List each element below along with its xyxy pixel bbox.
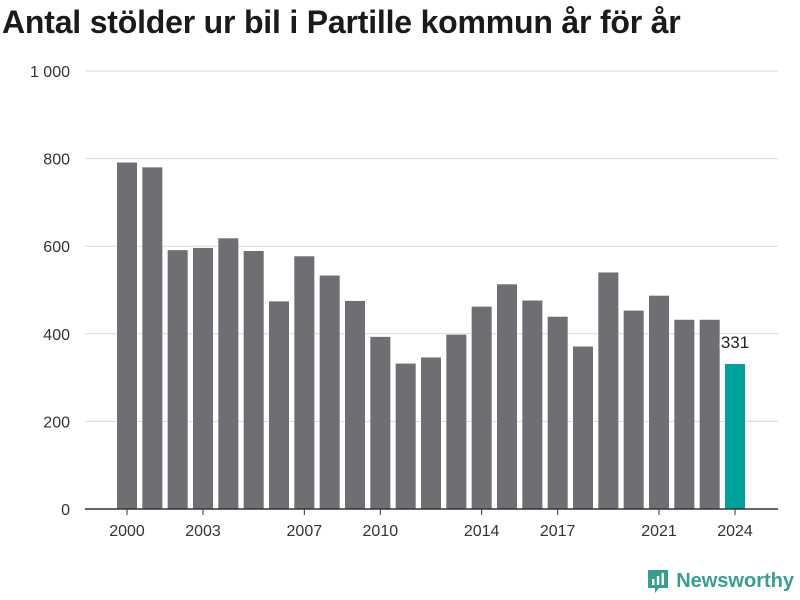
bar (142, 167, 163, 510)
bar (623, 310, 644, 509)
x-tick-label: 2014 (464, 523, 500, 540)
bar (421, 357, 441, 509)
y-axis-ticks: 0 200 400 600 800 1 000 (30, 64, 70, 519)
bar (522, 300, 543, 509)
bar (674, 319, 695, 509)
bar (294, 256, 315, 509)
x-tick-label: 2021 (641, 523, 677, 540)
x-tick-label: 2024 (717, 523, 753, 540)
x-tick-label: 2003 (185, 523, 221, 540)
y-tick-label: 1 000 (30, 64, 70, 81)
bar (117, 162, 137, 510)
newsworthy-logo-icon (648, 570, 669, 593)
newsworthy-brand: Newsworthy (646, 568, 794, 594)
y-tick-label: 600 (43, 239, 70, 256)
bar (649, 295, 669, 509)
bar (319, 275, 340, 509)
bar (573, 346, 593, 509)
data-labels: 331 (719, 331, 751, 354)
x-tick-label: 2010 (363, 523, 399, 540)
y-tick-label: 400 (43, 327, 70, 344)
x-tick-label: 2007 (287, 523, 323, 540)
bar (446, 334, 467, 509)
bar (725, 364, 745, 509)
bar (345, 300, 365, 509)
bars (117, 162, 745, 510)
bar (370, 336, 391, 509)
bar (497, 284, 517, 509)
bar (218, 238, 239, 510)
x-tick-label: 2017 (540, 523, 576, 540)
bar (167, 250, 188, 509)
bar (243, 251, 264, 509)
bar (471, 306, 492, 509)
data-label: 331 (721, 333, 749, 352)
bar (699, 319, 720, 509)
bar (547, 316, 568, 509)
bar (269, 301, 289, 509)
y-tick-label: 800 (43, 152, 70, 169)
bar (193, 247, 213, 509)
x-axis: 2000 2003 2007 2010 2014 2017 2021 2024 (85, 508, 778, 540)
brand-name: Newsworthy (676, 569, 794, 592)
x-tick-label: 2000 (109, 523, 145, 540)
chart-title: Antal stölder ur bil i Partille kommun å… (2, 4, 681, 40)
y-tick-label: 200 (43, 414, 70, 431)
bar (598, 272, 619, 509)
bar (395, 363, 416, 509)
y-tick-label: 0 (61, 502, 70, 519)
